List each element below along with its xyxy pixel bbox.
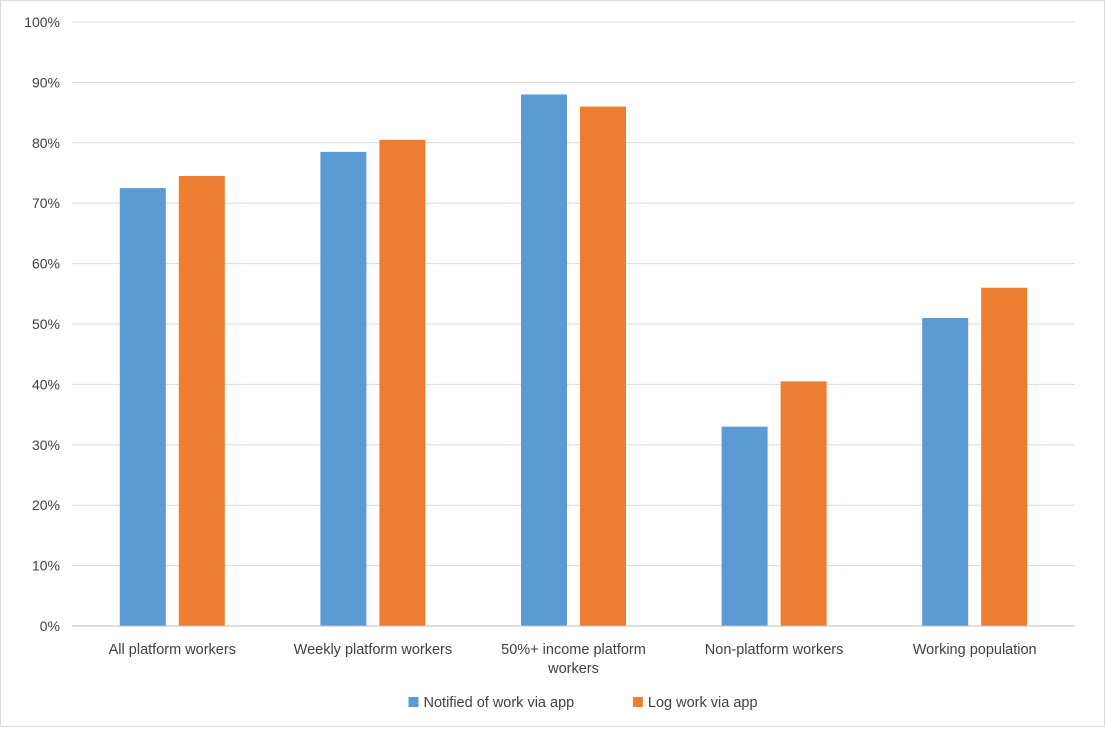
y-tick-label: 40% [32, 376, 60, 392]
legend-swatch-log [632, 697, 643, 707]
bar-log-0 [178, 176, 225, 626]
y-tick-label: 50% [32, 316, 60, 332]
y-axis-ticks: 0% 10% 20% 30% 40% 50% 60% 70% 80% 90% 100% [24, 14, 60, 634]
y-tick-label: 60% [32, 256, 60, 272]
bar-notified-0 [119, 188, 166, 626]
y-tick-label: 0% [40, 618, 60, 634]
bar-log-3 [780, 381, 827, 626]
y-tick-label: 30% [32, 437, 60, 453]
y-tick-label: 80% [32, 135, 60, 151]
x-category-label: Working population [913, 642, 1037, 658]
x-category-label: workers [547, 661, 599, 677]
y-tick-label: 70% [32, 195, 60, 211]
bar-notified-4 [922, 317, 969, 626]
x-category-label: Weekly platform workers [294, 642, 452, 658]
bar-notified-2 [521, 94, 567, 627]
bar-notified-1 [320, 151, 367, 627]
legend: Notified of work via app Log work via app [408, 695, 758, 711]
bar-log-1 [379, 139, 426, 626]
bar-log-4 [981, 287, 1028, 626]
bar-notified-3 [721, 426, 768, 626]
legend-label-log: Log work via app [648, 695, 758, 711]
y-tick-label: 90% [32, 74, 60, 90]
x-category-label: Non-platform workers [705, 642, 844, 658]
y-tick-label: 20% [32, 497, 60, 513]
category-labels: All platform workers Weekly platform work… [109, 642, 1037, 677]
legend-label-notified: Notified of work via app [424, 695, 575, 711]
bars [119, 94, 1028, 627]
gridlines [72, 21, 1075, 567]
legend-swatch-notified [408, 697, 419, 707]
y-tick-label: 100% [24, 14, 60, 30]
x-category-label: All platform workers [109, 642, 236, 658]
bar-log-2 [580, 106, 626, 626]
x-category-label: 50%+ income platform [501, 642, 646, 658]
y-tick-label: 10% [32, 558, 60, 574]
